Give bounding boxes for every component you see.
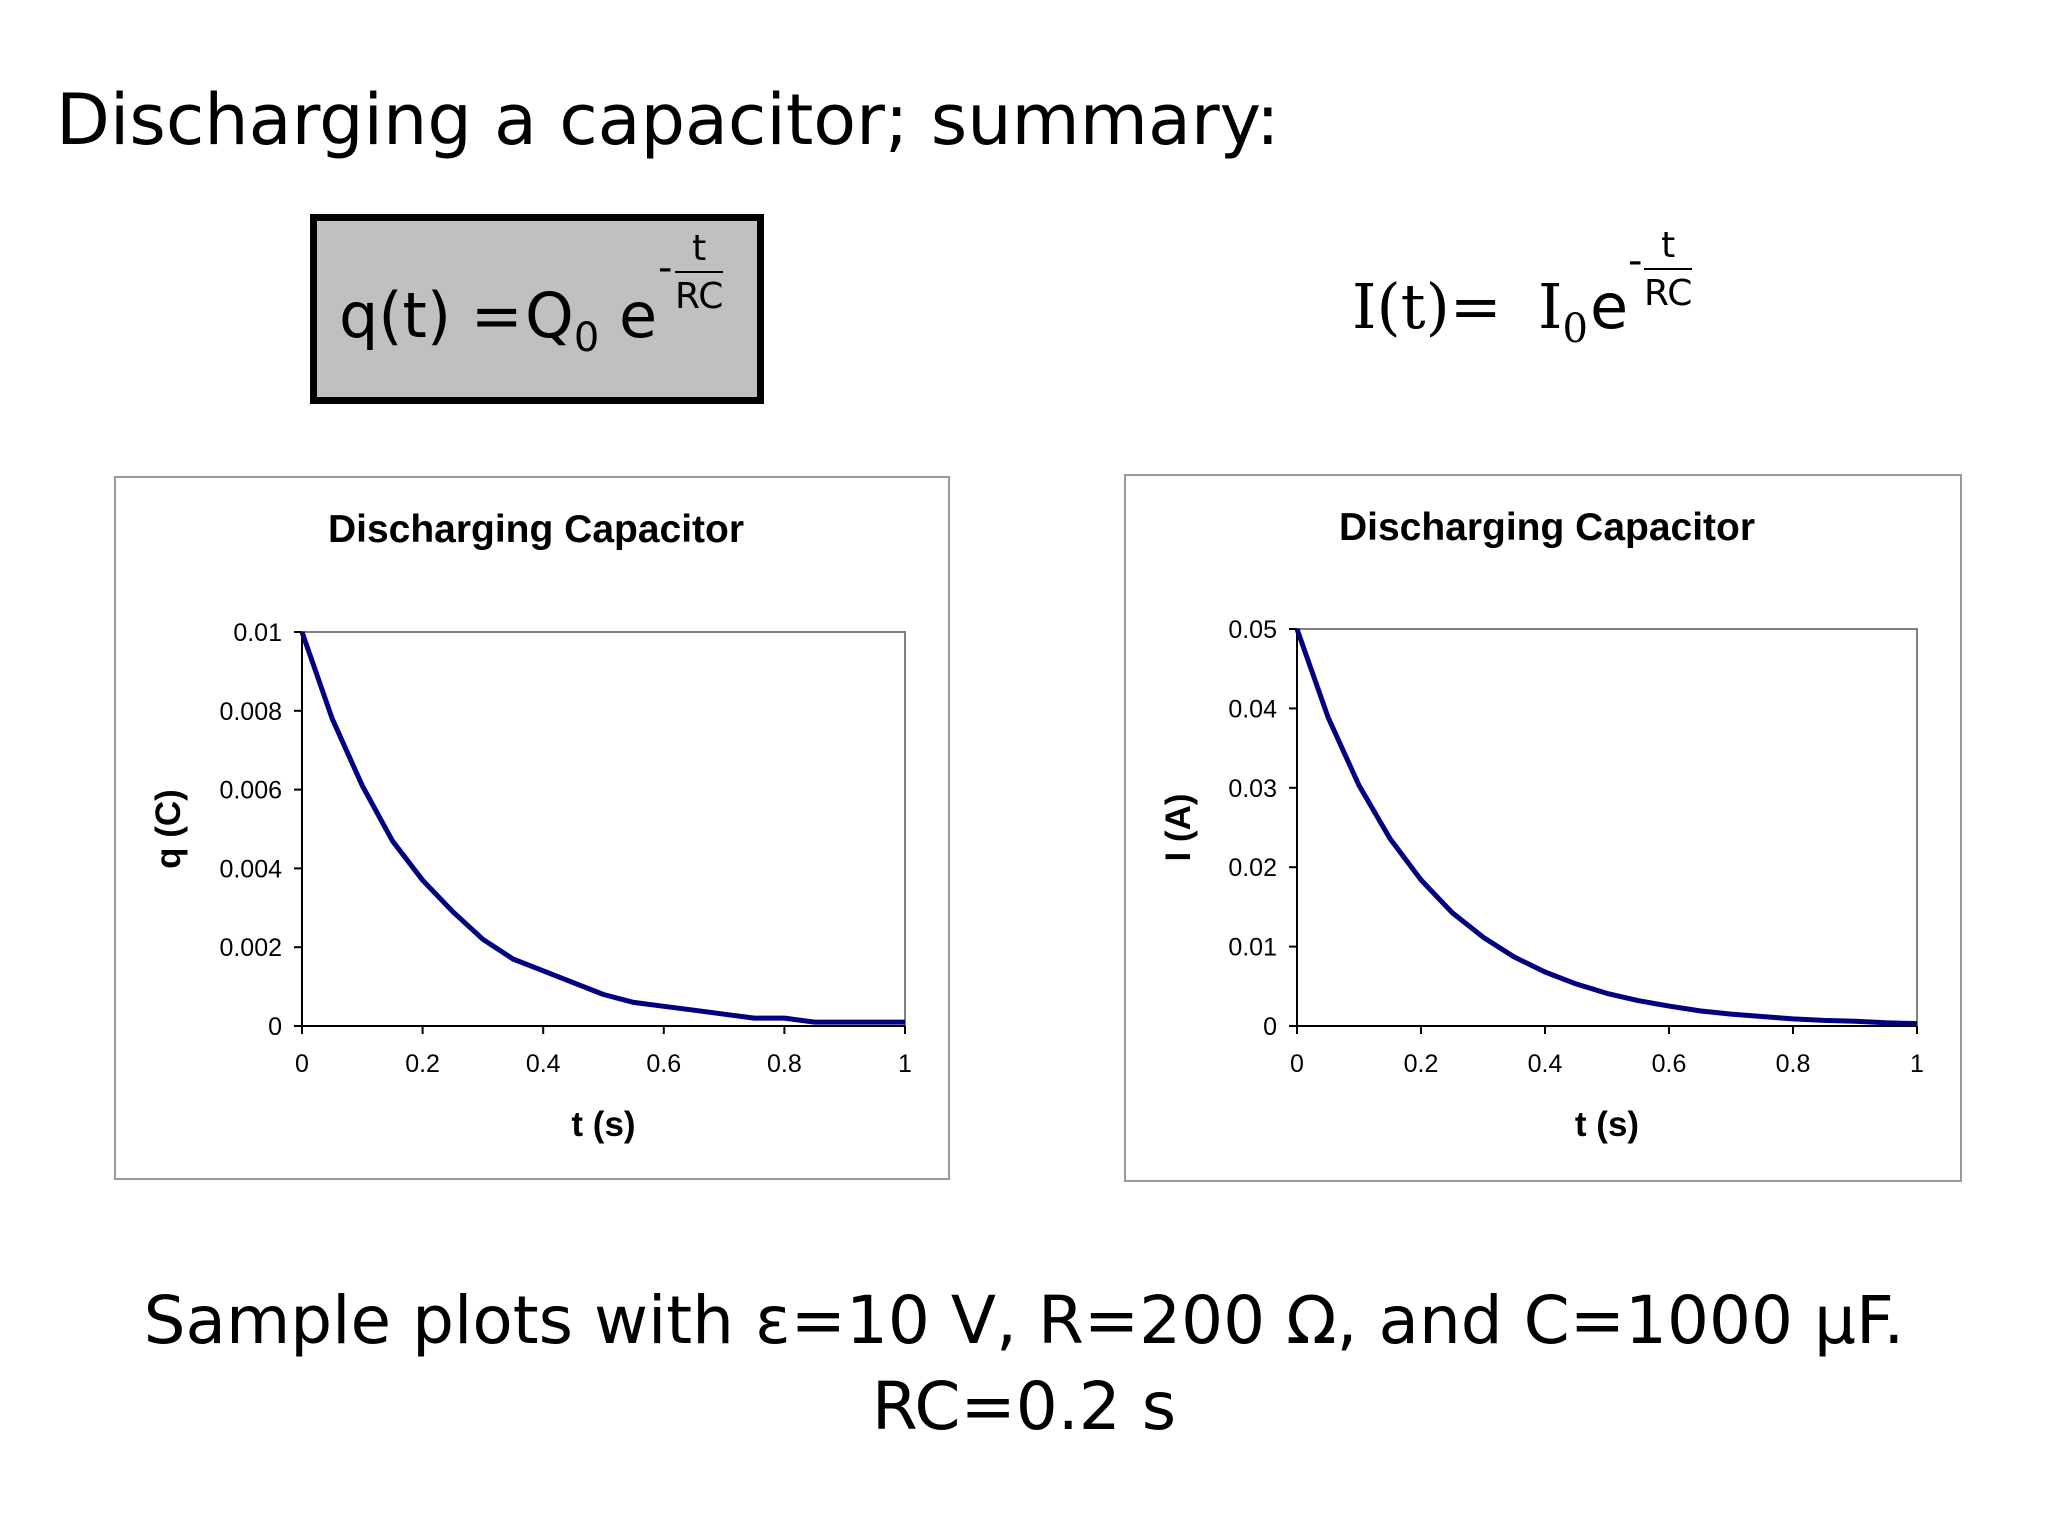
charge-x-axis-label: t (s)	[571, 1105, 635, 1144]
caption-line-2: RC=0.2 s	[871, 1368, 1177, 1445]
current-chart-panel: Discharging Capacitor 0 0.2 0.4 0.6 0.8 1 0 0.01…	[1124, 474, 1962, 1182]
charge-y-tick-label: 0.004	[219, 855, 282, 883]
current-y-axis-label: I (A)	[1159, 793, 1198, 861]
charge-chart-title: Discharging Capacitor	[328, 508, 744, 551]
charge-y-tick-label: 0.006	[219, 777, 282, 805]
charge-series-line	[299, 631, 905, 1025]
current-y-tick-label: 0.04	[1228, 695, 1277, 723]
current-series-line	[1294, 628, 1918, 1027]
charge-x-tick-label: 0.4	[526, 1050, 561, 1078]
current-exponent-fraction: t RC	[1644, 226, 1693, 315]
charge-x-tick-label: 0.8	[767, 1050, 802, 1078]
current-exponent-denominator: RC	[1644, 272, 1693, 314]
current-y-tick-label: 0	[1263, 1013, 1277, 1041]
charge-y-tick-label: 0	[268, 1013, 282, 1041]
charge-x-tick-label: 1	[898, 1050, 912, 1078]
current-x-tick-label: 0.4	[1528, 1050, 1563, 1078]
current-coefficient-subscript: 0	[1562, 306, 1588, 352]
current-x-tick-label: 0.8	[1776, 1050, 1811, 1078]
charge-plot-area	[301, 631, 906, 1027]
charge-equation-coefficient: Q0	[525, 279, 600, 361]
current-chart-title: Discharging Capacitor	[1339, 506, 1755, 549]
charge-coefficient-subscript: 0	[573, 315, 600, 361]
charge-x-tick-label: 0.2	[405, 1050, 440, 1078]
current-x-tick-label: 1	[1910, 1050, 1924, 1078]
current-y-tick-label: 0.02	[1228, 854, 1277, 882]
current-x-axis-label: t (s)	[1575, 1105, 1639, 1144]
charge-equation-base: e	[619, 279, 658, 352]
current-equation-lhs: I(t)=	[1352, 270, 1502, 343]
charge-chart-panel: Discharging Capacitor 0 0.2 0.4 0.6 0.8 1 0 0.00…	[114, 476, 950, 1180]
current-chart: Discharging Capacitor 0 0.2 0.4 0.6 0.8 1 0 0.01…	[1159, 506, 1924, 1144]
charge-exponent-fraction: t RC	[675, 229, 724, 318]
current-exponent-sign: -	[1628, 238, 1643, 284]
current-equation-coefficient: I0	[1538, 270, 1588, 352]
current-equation-base: e	[1590, 270, 1629, 343]
current-y-tick-label: 0.03	[1228, 775, 1277, 803]
caption-line-1: Sample plots with ε=10 V, R=200 Ω, and C…	[143, 1282, 1905, 1359]
charge-y-axis-label: q (C)	[149, 789, 188, 869]
charge-exponent-numerator: t	[675, 229, 724, 273]
charge-x-tick-label: 0	[295, 1050, 309, 1078]
current-x-tick-label: 0.6	[1652, 1050, 1687, 1078]
charge-equation-lhs: q(t) =	[339, 279, 523, 352]
current-x-tick-label: 0	[1290, 1050, 1304, 1078]
charge-x-tick-label: 0.6	[646, 1050, 681, 1078]
current-equation: I(t)= I0 e - t RC	[1352, 226, 1712, 380]
charge-equation-box: q(t) = Q0 e - t RC	[310, 214, 764, 404]
charge-chart: Discharging Capacitor 0 0.2 0.4 0.6 0.8 1 0 0.00…	[149, 508, 912, 1144]
current-y-tick-label: 0.01	[1228, 934, 1277, 962]
charge-y-tick-label: 0.002	[219, 934, 282, 962]
current-exponent-numerator: t	[1644, 226, 1693, 270]
current-x-tick-label: 0.2	[1404, 1050, 1439, 1078]
charge-y-tick-label: 0.01	[233, 619, 282, 647]
charge-exponent-denominator: RC	[675, 275, 724, 317]
slide-title: Discharging a capacitor; summary:	[56, 79, 1280, 161]
charge-exponent-sign: -	[658, 245, 673, 291]
current-plot-area	[1296, 628, 1918, 1027]
charge-y-tick-label: 0.008	[219, 698, 282, 726]
current-y-tick-label: 0.05	[1228, 616, 1277, 644]
